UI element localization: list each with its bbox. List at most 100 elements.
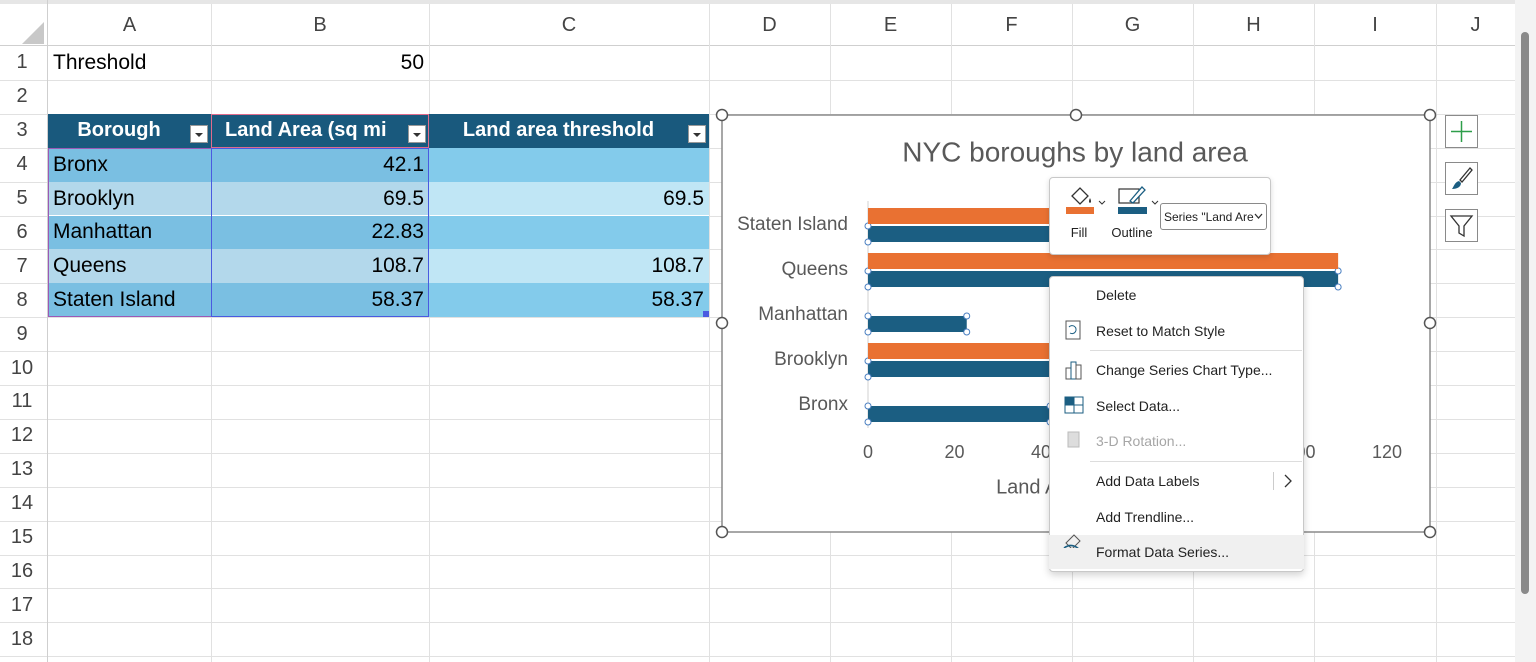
range-highlight-b [211,147,429,318]
range-highlight-a [48,147,212,318]
column-header[interactable]: E [883,13,898,36]
row-header[interactable]: 4 [16,153,28,176]
table-cell[interactable]: Staten Island [48,283,211,318]
context-menu [1049,276,1304,572]
row-gridline [0,656,1515,658]
table-cell[interactable]: 69.5 [211,181,429,216]
chart-elements-button[interactable] [1445,115,1478,148]
chart-styles-button[interactable] [1445,162,1478,195]
column-gridline [951,4,952,662]
row-header[interactable]: 12 [10,424,34,447]
row-header[interactable]: 6 [16,220,28,243]
row-header[interactable]: 9 [16,322,28,345]
column-header[interactable]: A [122,13,137,36]
top-strip [0,0,1515,4]
fill-icon[interactable] [1064,184,1110,216]
menu-item[interactable]: Select Data... [1049,389,1304,423]
cell-a1[interactable]: Threshold [53,50,147,74]
column-gridline [429,4,430,662]
column-header[interactable]: B [313,13,327,36]
table-cell[interactable]: 58.37 [211,283,429,318]
table-cell[interactable]: 58.37 [429,283,709,318]
table-cell[interactable] [429,147,709,182]
row-header[interactable]: 15 [10,526,34,549]
table-cell[interactable]: Queens [48,249,211,284]
column-gridline [1314,4,1315,662]
corner-triangle [22,22,44,44]
menu-separator [1090,350,1302,351]
table-cell[interactable] [429,215,709,250]
column-header[interactable]: D [762,13,777,36]
table-header[interactable]: Land Area (sq mi [211,113,429,148]
menu-item-label: Format Data Series... [1096,544,1230,560]
row-header[interactable]: 1 [16,51,28,74]
row-header[interactable]: 2 [16,85,28,108]
submenu-arrow [1283,474,1293,488]
table-cell[interactable]: Brooklyn [48,181,211,216]
row-gridline [0,79,1515,81]
table-cell[interactable]: 42.1 [211,147,429,182]
menu-item[interactable]: Reset to Match Style [1049,314,1304,348]
submenu-divider [1273,472,1274,490]
menu-item[interactable]: Add Data Labels [1049,464,1304,498]
table-header[interactable]: Land area threshold [429,113,709,148]
table-cell[interactable]: Bronx [48,147,211,182]
table-cell[interactable]: 22.83 [211,215,429,250]
row-header[interactable]: 8 [16,288,28,311]
mini-toolbar: Fill Outline Series "Land Are [1049,177,1271,255]
column-gridline [1436,4,1437,662]
fill-label: Fill [1070,225,1088,240]
cell-b1[interactable]: 50 [400,50,424,74]
menu-item-label: Delete [1096,287,1137,303]
vertical-scrollbar[interactable] [1515,0,1536,662]
row-header[interactable]: 14 [10,492,34,515]
menu-icons [1063,320,1084,548]
table-cell[interactable]: Manhattan [48,215,211,250]
series-select[interactable]: Series "Land Are [1160,203,1267,230]
menu-item[interactable]: Add Trendline... [1049,500,1304,534]
menu-item[interactable]: Delete [1049,278,1304,312]
selected-header-border [211,113,429,148]
row-gridline [0,588,1515,590]
row-header[interactable]: 18 [10,627,34,650]
scrollbar-thumb[interactable] [1521,32,1529,594]
row-header[interactable]: 3 [16,119,28,142]
row-header[interactable]: 11 [11,390,33,413]
menu-separator [1090,461,1302,462]
menu-item-label: Add Trendline... [1096,509,1195,525]
row-header[interactable]: 10 [10,356,34,379]
row-header[interactable]: 7 [16,254,28,277]
header-border [0,45,1515,46]
outline-label: Outline [1111,225,1153,240]
chart-filters-button[interactable] [1445,209,1478,242]
menu-item[interactable]: Format Data Series... [1049,535,1304,569]
outline-icon[interactable] [1116,184,1162,216]
column-header[interactable]: F [1005,13,1018,36]
table-header[interactable]: Borough [48,113,211,148]
filter-button[interactable] [688,124,706,143]
table-cell[interactable]: 108.7 [429,249,709,284]
column-gridline [830,4,831,662]
column-header[interactable]: J [1470,13,1481,36]
column-header[interactable]: C [561,13,577,36]
row-header[interactable]: 13 [10,458,34,481]
menu-item-label: Select Data... [1096,398,1181,414]
table-cell[interactable]: 108.7 [211,249,429,284]
row-header[interactable]: 17 [10,593,34,616]
column-header[interactable]: I [1372,13,1378,36]
menu-item[interactable]: Change Series Chart Type... [1049,353,1304,387]
column-header[interactable]: G [1124,13,1141,36]
filter-button[interactable] [190,124,208,143]
menu-item-label: Add Data Labels [1096,473,1200,489]
row-header[interactable]: 16 [10,559,34,582]
filter-button[interactable] [408,124,426,143]
table-cell[interactable]: 69.5 [429,181,709,216]
column-header[interactable]: H [1246,13,1261,36]
series-select-text: Series "Land Are [1164,209,1254,224]
column-gridline [709,4,710,662]
row-gridline [0,554,1515,556]
row-gridline [0,622,1515,624]
row-header[interactable]: 5 [16,187,28,210]
